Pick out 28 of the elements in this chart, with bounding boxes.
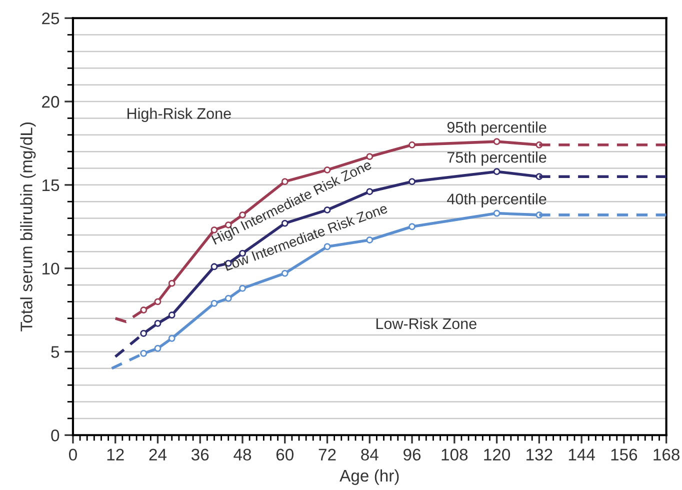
series-label: 40th percentile xyxy=(447,193,546,208)
x-tick-label: 132 xyxy=(526,448,552,461)
x-tick-label: 12 xyxy=(107,448,124,460)
y-tick-label: 5 xyxy=(51,346,60,358)
x-tick-label: 108 xyxy=(442,448,468,461)
y-tick-label: 25 xyxy=(42,12,60,24)
x-tick-label: 48 xyxy=(234,448,252,461)
x-tick-label: 168 xyxy=(654,448,680,461)
series-label: 95th percentile xyxy=(447,121,546,136)
x-tick-label: 60 xyxy=(276,448,294,461)
y-tick-label: 0 xyxy=(51,430,60,442)
annotation: High-Risk Zone xyxy=(128,108,231,122)
y-tick-label: 10 xyxy=(42,262,60,275)
x-tick-label: 84 xyxy=(361,448,378,461)
x-tick-label: 156 xyxy=(611,448,638,461)
y-axis-title: Total serum bilirubin (mg/dL) xyxy=(20,122,36,332)
x-tick-label: 96 xyxy=(404,448,421,461)
y-tick-label: 20 xyxy=(42,96,60,108)
x-tick-label: 72 xyxy=(318,448,336,460)
x-tick-label: 120 xyxy=(484,448,510,461)
x-axis-title: Age (hr) xyxy=(340,469,399,485)
y-tick-label: 15 xyxy=(42,180,60,192)
annotation: Low-Risk Zone xyxy=(376,318,476,330)
x-tick-label: 36 xyxy=(191,448,209,461)
series-label: 75th percentile xyxy=(447,152,546,166)
x-tick-label: 0 xyxy=(68,448,77,461)
x-tick-label: 144 xyxy=(568,448,595,460)
x-tick-label: 24 xyxy=(149,448,167,460)
